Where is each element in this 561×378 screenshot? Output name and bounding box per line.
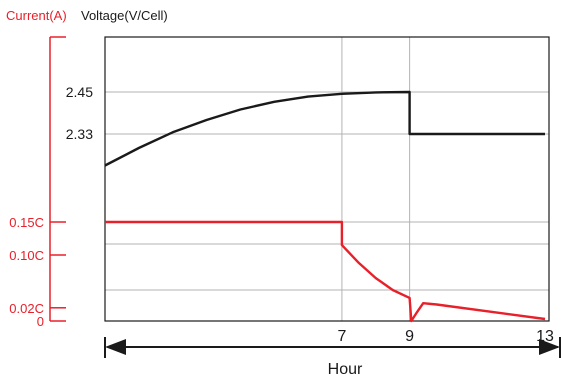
- hour-arrow-left-head: [105, 339, 126, 355]
- x-axis: 7 9 13: [337, 328, 554, 345]
- x-tick-label: 7: [337, 328, 346, 345]
- series-current-line: [105, 220, 546, 323]
- current-tick-label: 0.15C: [9, 215, 44, 230]
- series-voltage-line: [104, 90, 545, 167]
- voltage-tick-label: 2.33: [66, 126, 93, 142]
- voltage-tick-label: 2.45: [66, 84, 93, 100]
- grid-lines: [105, 37, 549, 321]
- voltage-axis: 2.45 2.33: [66, 84, 93, 142]
- hour-arrow: [104, 337, 561, 358]
- plot-frame: [104, 36, 550, 322]
- current-tick-label: 0.02C: [9, 301, 44, 316]
- x-tick-label: 9: [405, 328, 414, 345]
- voltage-axis-title: Voltage(V/Cell): [81, 8, 168, 23]
- x-axis-title: Hour: [328, 361, 363, 378]
- current-tick-label: 0.10C: [9, 248, 44, 263]
- current-tick-label: 0: [37, 314, 44, 329]
- hour-arrow-right-head: [539, 339, 560, 355]
- current-axis-title: Current(A): [6, 8, 67, 23]
- series-layer: [104, 90, 546, 323]
